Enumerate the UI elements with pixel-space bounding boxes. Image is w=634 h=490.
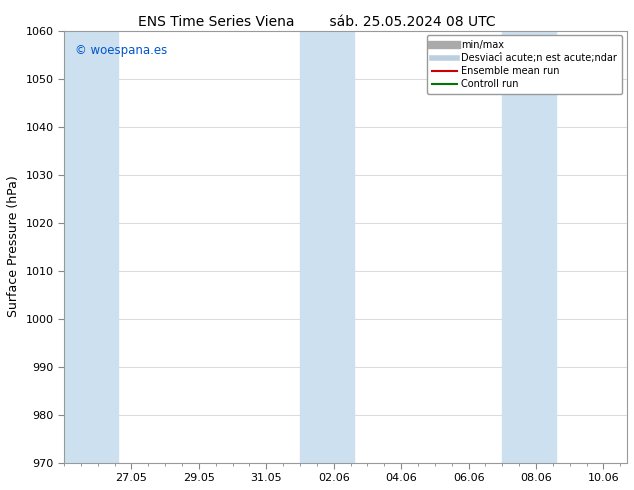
Bar bbox=[300, 30, 354, 463]
Legend: min/max, Desviací acute;n est acute;ndar, Ensemble mean run, Controll run: min/max, Desviací acute;n est acute;nda… bbox=[427, 35, 622, 94]
Bar bbox=[502, 30, 556, 463]
Text: © woespana.es: © woespana.es bbox=[75, 44, 167, 56]
Y-axis label: Surface Pressure (hPa): Surface Pressure (hPa) bbox=[7, 176, 20, 318]
Bar bbox=[64, 30, 118, 463]
Text: ENS Time Series Viena        sáb. 25.05.2024 08 UTC: ENS Time Series Viena sáb. 25.05.2024 08… bbox=[138, 15, 496, 29]
